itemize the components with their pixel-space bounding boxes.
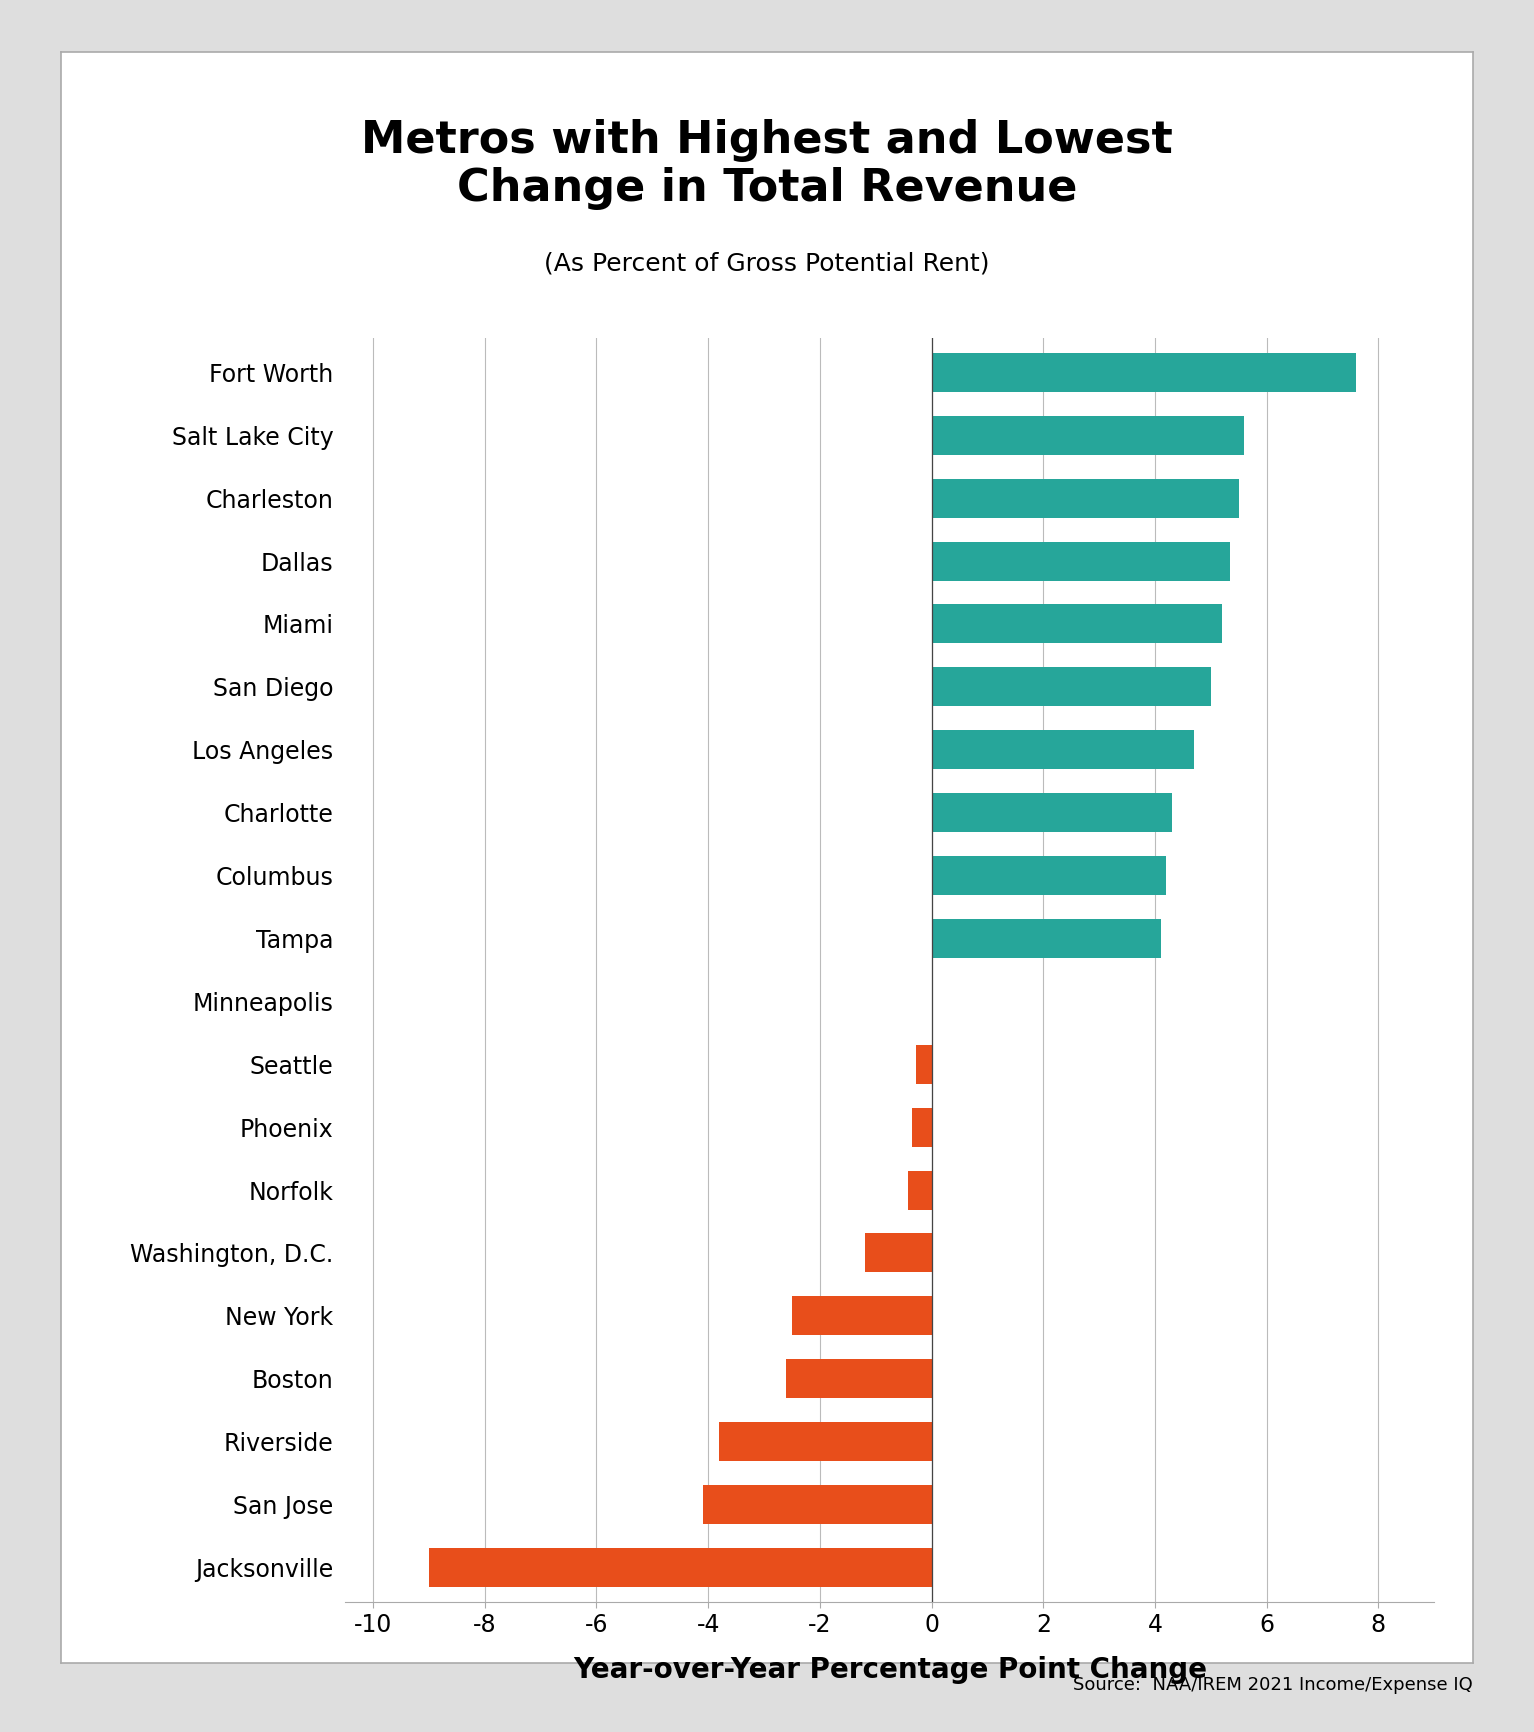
Text: Source:  NAA/IREM 2021 Income/Expense IQ: Source: NAA/IREM 2021 Income/Expense IQ xyxy=(1072,1677,1473,1694)
Bar xyxy=(931,793,1172,831)
Bar xyxy=(931,667,1210,707)
Bar xyxy=(703,1484,931,1524)
Bar xyxy=(787,1360,931,1398)
Bar xyxy=(865,1233,931,1273)
Bar xyxy=(931,856,1166,895)
Bar xyxy=(916,1044,931,1084)
Bar xyxy=(719,1422,931,1462)
Bar xyxy=(931,731,1193,769)
Bar xyxy=(931,478,1239,518)
Bar xyxy=(908,1171,931,1209)
Bar xyxy=(792,1296,931,1335)
Bar xyxy=(931,542,1230,580)
Bar xyxy=(931,604,1223,644)
Bar xyxy=(430,1548,931,1587)
X-axis label: Year-over-Year Percentage Point Change: Year-over-Year Percentage Point Change xyxy=(572,1656,1207,1684)
Bar xyxy=(913,1108,931,1147)
Bar xyxy=(931,920,1161,958)
Text: (As Percent of Gross Potential Rent): (As Percent of Gross Potential Rent) xyxy=(545,251,989,275)
Bar xyxy=(931,353,1356,391)
Bar xyxy=(931,416,1244,456)
Text: Metros with Highest and Lowest
Change in Total Revenue: Metros with Highest and Lowest Change in… xyxy=(360,120,1174,210)
